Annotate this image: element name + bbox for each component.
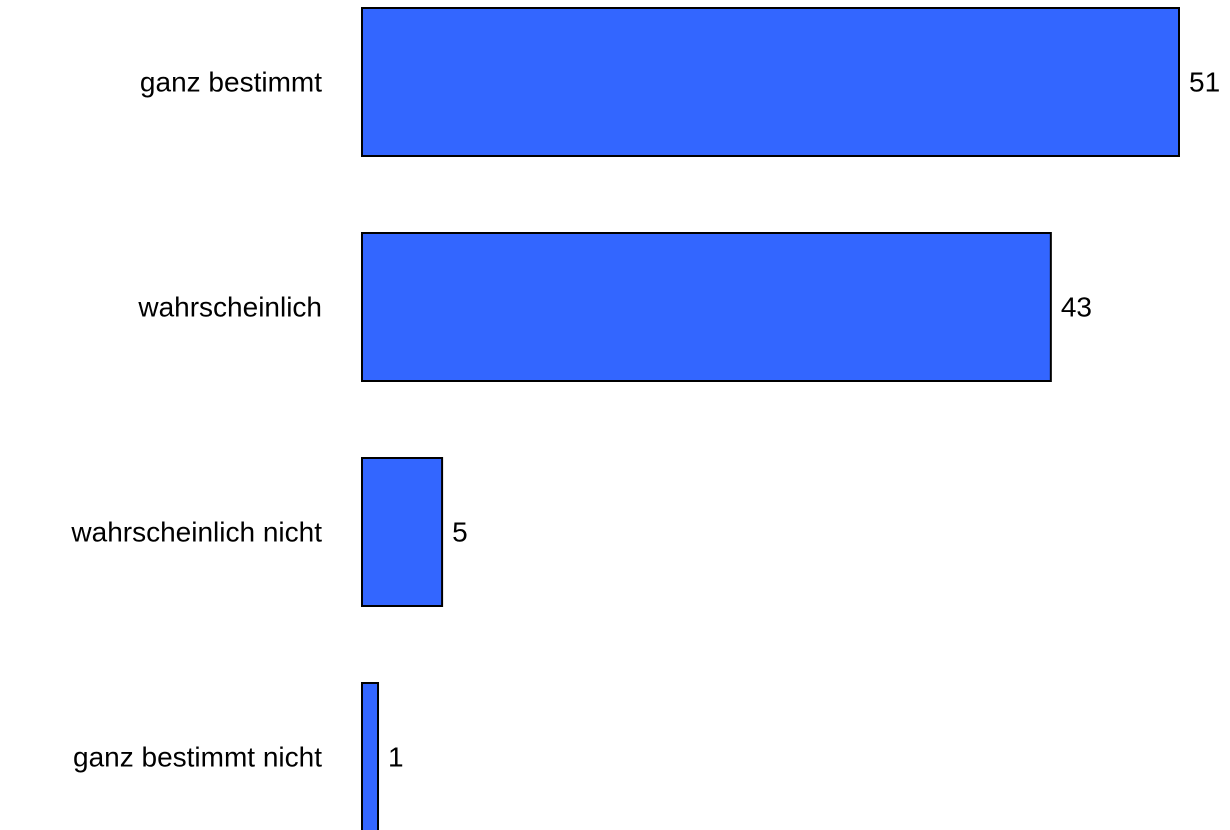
value-label-wahrscheinlich: 43 — [1061, 292, 1092, 323]
value-label-ganz-bestimmt: 51 — [1189, 67, 1220, 98]
category-label-wahrscheinlich-nicht: wahrscheinlich nicht — [70, 517, 322, 548]
category-label-ganz-bestimmt: ganz bestimmt — [140, 67, 322, 98]
bar-wahrscheinlich-nicht — [361, 457, 444, 607]
bar-ganz-bestimmt-nicht — [361, 682, 380, 830]
value-label-ganz-bestimmt-nicht: 1 — [388, 742, 404, 773]
value-label-wahrscheinlich-nicht: 5 — [452, 517, 468, 548]
category-label-ganz-bestimmt-nicht: ganz bestimmt nicht — [73, 742, 322, 773]
category-label-wahrscheinlich: wahrscheinlich — [137, 292, 322, 323]
bar-ganz-bestimmt — [361, 7, 1180, 157]
bars-layer — [361, 7, 1180, 830]
bar-wahrscheinlich — [361, 232, 1052, 382]
